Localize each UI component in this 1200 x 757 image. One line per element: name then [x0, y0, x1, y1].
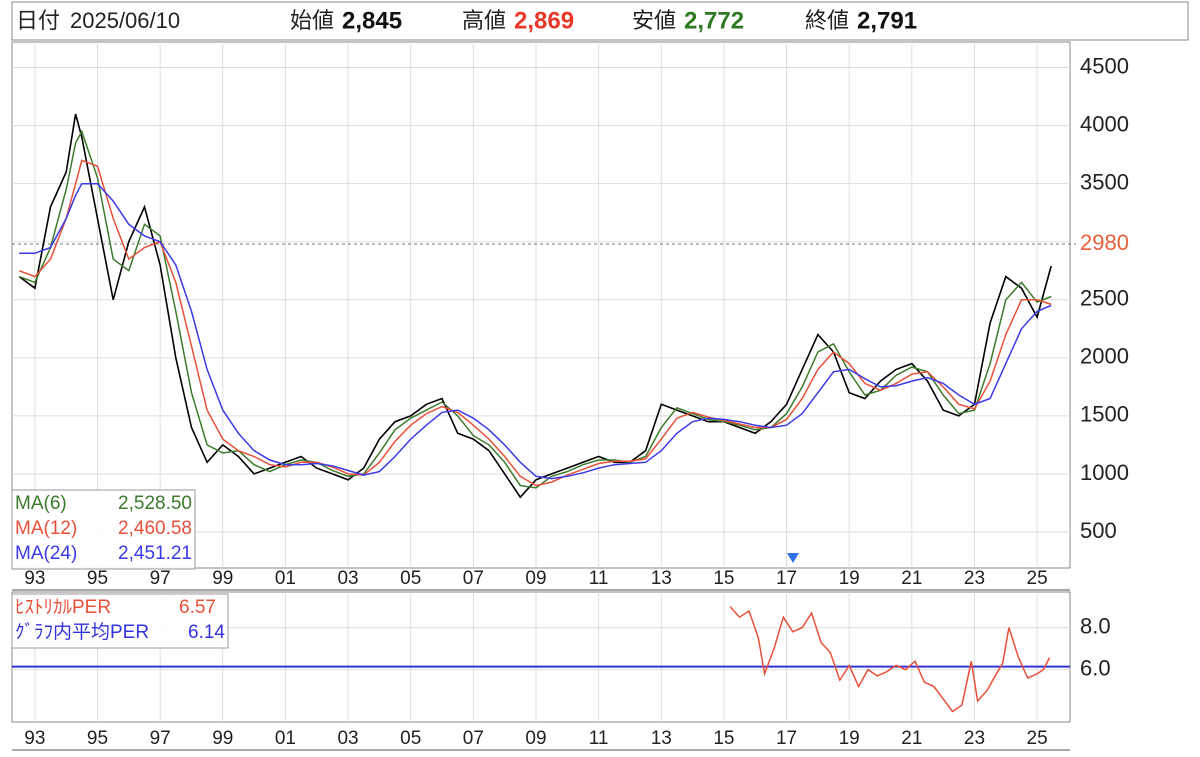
x-tick-label: 23 [964, 568, 985, 589]
x-tick-label: 99 [212, 568, 233, 589]
legend-value: 6.14 [188, 622, 225, 643]
y-tick-label: 1500 [1080, 402, 1129, 427]
x-tick-label: 19 [839, 728, 860, 749]
chart-layer: 5001000150020002500300035004000450093959… [11, 42, 1146, 749]
close-label: 終値 [805, 8, 849, 33]
legend-value: 2,528.50 [118, 493, 192, 514]
x-tick-label: 19 [839, 568, 860, 589]
x-tick-label: 21 [901, 568, 922, 589]
series-line [19, 182, 1052, 480]
x-tick-label: 05 [400, 568, 421, 589]
high-value: 2,869 [514, 7, 574, 34]
x-tick-label: 15 [713, 568, 734, 589]
x-tick-label: 97 [150, 568, 171, 589]
series-line [18, 129, 1052, 489]
main-plot-frame [11, 41, 1071, 569]
x-tick-label: 17 [776, 568, 797, 589]
series-line [18, 113, 1052, 499]
x-tick-label: 09 [525, 568, 546, 589]
low-label: 安値 [632, 8, 676, 33]
x-tick-label: 93 [24, 728, 45, 749]
legend-name: MA(24) [15, 543, 77, 564]
x-tick-label: 93 [24, 568, 45, 589]
open-label: 始値 [290, 8, 334, 33]
date-label: 日付 [16, 8, 60, 33]
x-tick-label: 03 [337, 728, 358, 749]
y-tick-label: 3500 [1080, 169, 1129, 194]
x-tick-label: 11 [589, 728, 609, 749]
legend-name: MA(12) [15, 518, 77, 539]
legend-box [11, 489, 196, 570]
y-tick-label: 500 [1080, 518, 1117, 543]
high-label: 高値 [462, 8, 506, 33]
per-plot-frame [11, 591, 1071, 723]
y-tick-label: 2000 [1080, 344, 1129, 369]
x-tick-label: 11 [589, 568, 609, 589]
legend-box [11, 593, 229, 649]
x-tick-label: 03 [337, 568, 358, 589]
x-tick-label: 97 [150, 728, 171, 749]
x-tick-label: 17 [776, 728, 797, 749]
date: 2025/06/10 [70, 8, 180, 33]
x-tick-label: 09 [525, 728, 546, 749]
x-tick-label: 01 [275, 728, 296, 749]
legend-name: ﾋｽﾄﾘｶﾙPER [15, 597, 111, 618]
y-tick-label: 1000 [1080, 460, 1129, 485]
x-tick-label: 07 [463, 728, 484, 749]
legend-value: 6.57 [179, 597, 216, 618]
y-tick-label: 2500 [1080, 286, 1129, 311]
low-value: 2,772 [684, 7, 744, 34]
close-value: 2,791 [857, 7, 917, 34]
x-tick-label: 07 [463, 568, 484, 589]
header-bar [11, 1, 1189, 41]
y-tick-label: 6.0 [1080, 655, 1111, 680]
x-tick-label: 13 [651, 728, 672, 749]
x-tick-label: 99 [212, 728, 233, 749]
x-tick-label: 25 [1027, 728, 1048, 749]
y-tick-label: 4500 [1080, 53, 1129, 78]
y-tick-label: 4000 [1080, 111, 1129, 136]
x-tick-label: 25 [1027, 568, 1048, 589]
legend-name: MA(6) [15, 493, 67, 514]
series-line [729, 606, 1051, 713]
series-line [18, 159, 1052, 487]
y-tick-label: 8.0 [1080, 613, 1111, 638]
x-tick-label: 95 [87, 728, 108, 749]
legend-value: 2,460.58 [118, 518, 192, 539]
x-tick-label: 05 [400, 728, 421, 749]
legend-value: 2,451.21 [118, 543, 192, 564]
reference-label-bg [1076, 231, 1146, 258]
x-tick-label: 21 [901, 728, 922, 749]
x-tick-label: 15 [713, 728, 734, 749]
x-tick-label: 01 [275, 568, 296, 589]
reference-label: 2980 [1080, 230, 1129, 255]
event-marker [787, 553, 799, 563]
x-tick-label: 95 [87, 568, 108, 589]
x-tick-label: 13 [651, 568, 672, 589]
x-tick-label: 23 [964, 728, 985, 749]
legend-name: ｸﾞﾗﾌ内平均PER [15, 621, 149, 643]
open-value: 2,845 [342, 7, 402, 34]
